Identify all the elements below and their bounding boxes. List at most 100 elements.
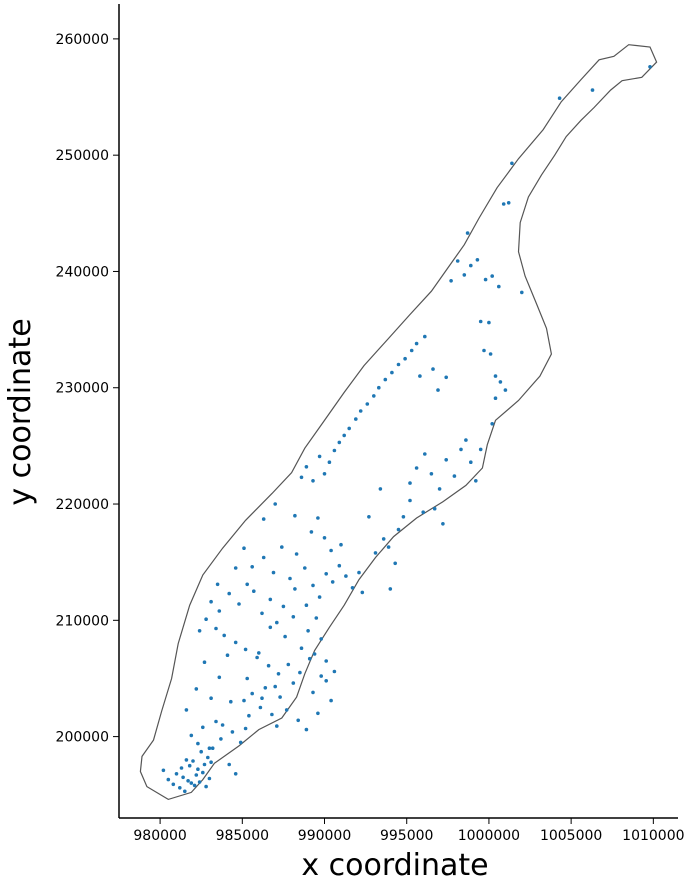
data-point	[283, 634, 287, 639]
data-point	[196, 741, 200, 746]
data-point	[498, 380, 503, 384]
y-axis-title: y coordinate	[3, 318, 38, 505]
data-point	[497, 284, 501, 289]
data-point	[365, 402, 370, 406]
data-point	[219, 737, 223, 741]
axes	[118, 4, 678, 819]
data-point	[206, 755, 210, 760]
x-tick-label: 1010000	[622, 828, 684, 844]
data-point	[421, 510, 426, 514]
data-point	[280, 545, 284, 549]
data-point	[319, 637, 324, 641]
data-point	[260, 696, 264, 700]
data-point	[268, 625, 273, 630]
data-point	[306, 629, 310, 633]
data-point	[372, 394, 376, 398]
data-point	[207, 746, 212, 750]
data-point	[319, 674, 324, 678]
data-point	[408, 481, 412, 485]
data-point	[215, 582, 220, 587]
data-point	[197, 629, 202, 633]
data-point	[243, 726, 248, 731]
data-point	[329, 548, 333, 553]
borough-boundary	[139, 44, 658, 801]
x-ticks: 980000 985000 990000 995000 1000000 1005000 10…	[133, 818, 685, 844]
data-point	[493, 396, 498, 401]
data-point	[337, 563, 342, 568]
data-point	[217, 609, 222, 613]
data-point	[414, 466, 419, 470]
data-point	[161, 768, 166, 773]
data-point	[396, 527, 401, 532]
data-point	[299, 646, 304, 650]
data-point	[465, 231, 470, 235]
data-point	[243, 647, 248, 652]
data-point	[590, 88, 595, 92]
data-point	[281, 604, 286, 609]
data-point	[237, 602, 241, 606]
data-point	[233, 566, 238, 570]
data-point	[194, 773, 199, 777]
data-point	[487, 320, 491, 325]
y-tick-label: 260000	[56, 32, 109, 48]
x-tick-label: 995000	[380, 828, 433, 844]
data-point	[247, 713, 251, 718]
data-point	[357, 570, 361, 575]
data-point	[414, 341, 419, 346]
data-point	[475, 258, 480, 262]
data-point	[209, 696, 213, 700]
data-point	[245, 676, 249, 681]
data-point	[316, 516, 320, 520]
data-point	[184, 758, 189, 762]
data-point	[242, 698, 246, 703]
data-point	[431, 367, 435, 371]
data-point	[214, 719, 218, 724]
data-point	[444, 458, 449, 462]
data-point	[452, 474, 457, 478]
data-point	[332, 669, 337, 674]
data-point	[317, 454, 322, 459]
data-point	[423, 334, 427, 339]
data-point	[189, 781, 194, 785]
data-point	[227, 762, 231, 767]
data-point	[557, 96, 562, 100]
y-tick-label: 250000	[56, 148, 109, 164]
data-point	[377, 385, 381, 390]
data-point	[493, 374, 498, 378]
data-point	[291, 681, 296, 685]
data-point	[260, 611, 264, 616]
data-point	[327, 460, 332, 465]
data-point	[298, 670, 302, 675]
data-point	[329, 698, 333, 703]
data-point	[214, 626, 218, 631]
data-point	[250, 565, 254, 569]
data-point	[510, 161, 514, 166]
data-point	[222, 633, 226, 638]
data-point	[204, 784, 208, 789]
data-point	[257, 651, 261, 655]
data-point	[230, 730, 235, 734]
data-point	[520, 290, 524, 295]
data-point	[184, 708, 189, 712]
data-point	[196, 767, 200, 771]
data-point	[469, 263, 473, 268]
data-point	[436, 388, 440, 392]
data-point	[189, 733, 194, 738]
data-point	[490, 422, 495, 426]
data-point	[261, 517, 266, 521]
data-point	[309, 530, 314, 534]
data-point	[339, 542, 343, 547]
data-point	[648, 65, 652, 69]
data-point	[314, 616, 319, 620]
data-point	[503, 388, 508, 392]
data-point	[174, 772, 179, 776]
data-point	[418, 374, 422, 378]
data-point	[342, 433, 347, 438]
data-point	[388, 587, 393, 591]
data-point	[229, 699, 233, 704]
data-point	[296, 718, 301, 723]
data-point	[462, 273, 467, 277]
data-point	[483, 277, 488, 282]
data-point	[478, 319, 483, 324]
data-point	[242, 546, 246, 550]
